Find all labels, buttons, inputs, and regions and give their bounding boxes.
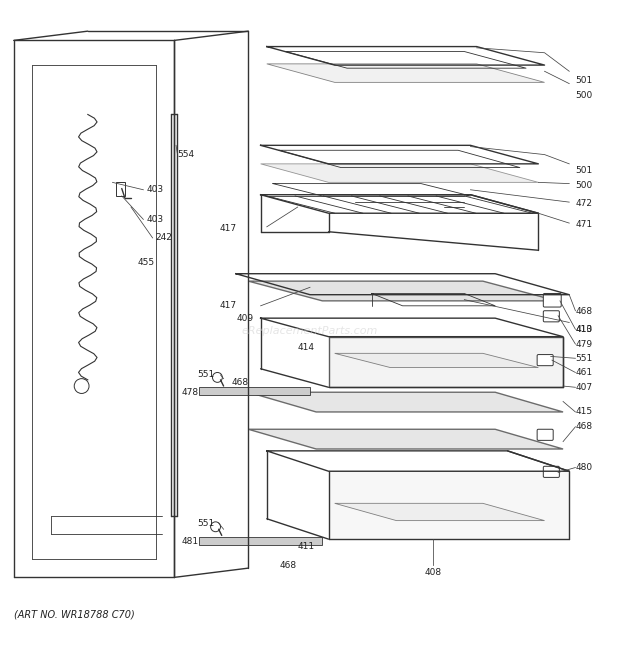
Polygon shape — [248, 429, 563, 449]
Text: 455: 455 — [137, 258, 154, 267]
Text: (ART NO. WR18788 C70): (ART NO. WR18788 C70) — [14, 609, 135, 619]
Text: 468: 468 — [575, 422, 593, 431]
FancyBboxPatch shape — [543, 466, 559, 477]
Polygon shape — [267, 64, 544, 83]
Text: 403: 403 — [146, 215, 164, 224]
Circle shape — [74, 379, 89, 393]
Text: 480: 480 — [575, 463, 593, 472]
Text: 403: 403 — [146, 185, 164, 194]
Text: 408: 408 — [425, 568, 442, 577]
Text: 413: 413 — [575, 325, 593, 334]
Text: 417: 417 — [220, 301, 237, 310]
Text: 242: 242 — [156, 233, 172, 243]
FancyBboxPatch shape — [537, 429, 553, 440]
Text: 551: 551 — [575, 354, 593, 363]
Polygon shape — [248, 281, 557, 301]
Polygon shape — [199, 387, 310, 395]
Text: 501: 501 — [575, 76, 593, 85]
Text: 478: 478 — [182, 388, 199, 397]
Text: 468: 468 — [575, 307, 593, 317]
Polygon shape — [260, 164, 538, 182]
Text: 472: 472 — [575, 200, 592, 208]
Circle shape — [211, 522, 221, 531]
Text: 481: 481 — [182, 537, 199, 546]
Text: 414: 414 — [298, 343, 315, 352]
FancyBboxPatch shape — [537, 354, 553, 366]
Bar — [115, 182, 125, 196]
Text: 407: 407 — [575, 383, 593, 392]
Text: 554: 554 — [177, 150, 195, 159]
Polygon shape — [335, 503, 544, 521]
Text: eReplacementParts.com: eReplacementParts.com — [242, 325, 378, 336]
Text: 417: 417 — [220, 223, 237, 233]
Text: 468: 468 — [279, 561, 296, 570]
Text: 461: 461 — [575, 368, 593, 377]
Text: 551: 551 — [197, 519, 215, 527]
Text: 410: 410 — [575, 325, 593, 334]
FancyBboxPatch shape — [543, 293, 561, 307]
Polygon shape — [329, 336, 563, 387]
Text: 500: 500 — [575, 181, 593, 190]
Text: 468: 468 — [231, 379, 248, 387]
Text: 409: 409 — [236, 314, 253, 323]
Text: 415: 415 — [575, 407, 593, 416]
Text: 501: 501 — [575, 165, 593, 175]
Text: 500: 500 — [575, 91, 593, 100]
Text: 551: 551 — [197, 370, 215, 379]
Circle shape — [213, 372, 223, 382]
FancyBboxPatch shape — [543, 311, 559, 322]
Text: 411: 411 — [298, 542, 315, 551]
Text: 479: 479 — [575, 340, 593, 348]
Polygon shape — [329, 471, 569, 539]
Polygon shape — [248, 392, 563, 412]
Polygon shape — [335, 354, 538, 368]
Polygon shape — [199, 537, 322, 545]
Text: 471: 471 — [575, 220, 593, 229]
